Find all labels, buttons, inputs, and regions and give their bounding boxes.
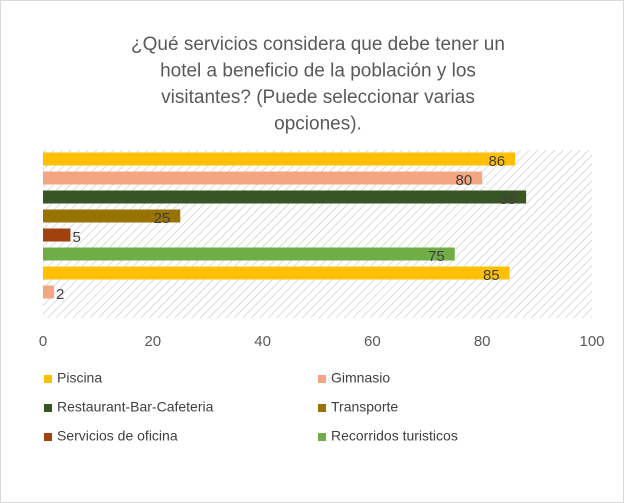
x-tick-label: 100 — [579, 333, 604, 350]
legend-label: Restaurant-Bar-Cafeteria — [57, 399, 214, 415]
x-tick-label: 0 — [39, 333, 47, 350]
legend-label: Transporte — [331, 399, 398, 415]
legend-label: Piscina — [57, 370, 102, 386]
legend-swatch — [44, 404, 52, 412]
data-label: 86 — [488, 153, 505, 170]
data-label: 5 — [72, 229, 80, 246]
data-label: 25 — [154, 210, 171, 227]
chart-title: visitantes? (Puede seleccionar varias — [161, 87, 475, 108]
bar — [43, 190, 527, 204]
x-tick-label: 20 — [144, 333, 161, 350]
bar — [43, 285, 54, 299]
bar — [43, 266, 510, 280]
legend-label: Gimnasio — [331, 370, 390, 386]
bar — [43, 228, 71, 242]
legend-label: Recorridos turisticos — [331, 428, 458, 444]
chart-title: ¿Qué servicios considera que debe tener … — [131, 34, 505, 55]
x-tick-label: 60 — [364, 333, 381, 350]
chart-title: opciones). — [274, 114, 362, 135]
legend-label: Servicios de oficina — [57, 428, 178, 444]
legend-swatch — [318, 433, 326, 441]
data-label: 80 — [456, 172, 473, 189]
data-label: 88 — [499, 191, 516, 208]
bar — [43, 209, 181, 223]
data-label: 75 — [428, 248, 445, 265]
bar — [43, 247, 455, 261]
x-tick-label: 80 — [474, 333, 491, 350]
x-tick-label: 40 — [254, 333, 271, 350]
legend-swatch — [318, 404, 326, 412]
bar — [43, 171, 483, 185]
legend-swatch — [318, 375, 326, 383]
legend-swatch — [44, 433, 52, 441]
data-label: 85 — [483, 267, 500, 284]
legend-swatch — [44, 375, 52, 383]
data-label: 2 — [56, 286, 64, 303]
chart-title: hotel a beneficio de la población y los — [160, 61, 476, 82]
bar — [43, 152, 516, 166]
